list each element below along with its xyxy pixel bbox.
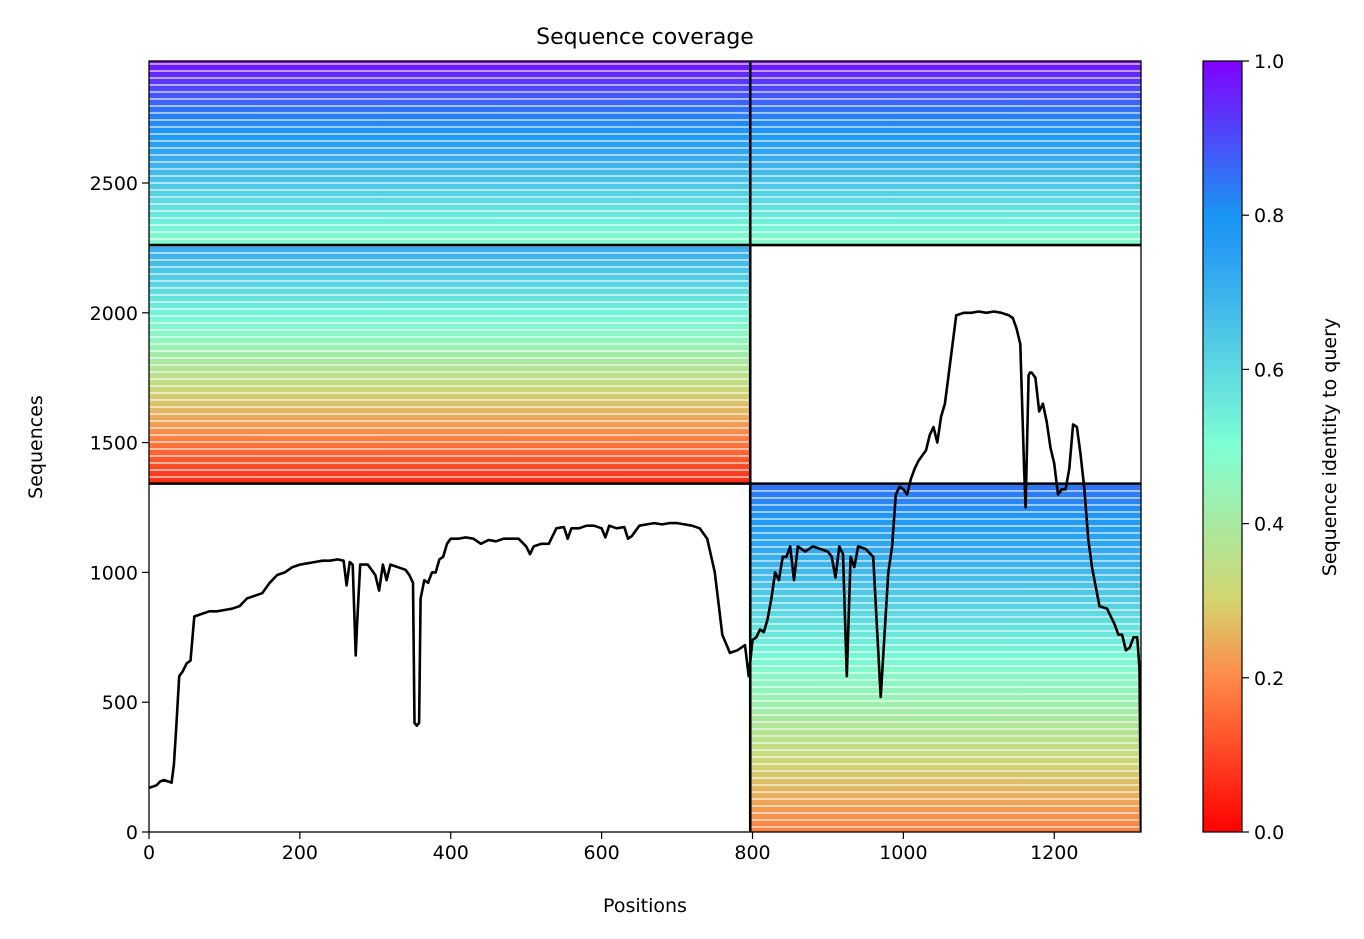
y-tick-label: 500 — [102, 692, 138, 714]
x-tick-label: 0 — [143, 842, 155, 864]
x-tick-label: 600 — [583, 842, 619, 864]
colorbar-tick-label: 0.2 — [1254, 668, 1284, 690]
colorbar-tick-label: 0.6 — [1254, 359, 1284, 381]
x-axis-label: Positions — [603, 895, 687, 917]
colorbar — [1202, 60, 1243, 833]
coverage-block-texture — [149, 245, 751, 484]
chart-title: Sequence coverage — [536, 25, 754, 50]
x-tick-label: 800 — [734, 842, 770, 864]
y-tick-label: 2000 — [90, 303, 138, 325]
y-tick-label: 1500 — [90, 433, 138, 455]
colorbar-tick-label: 0.8 — [1254, 205, 1284, 227]
y-tick-label: 2500 — [90, 173, 138, 195]
chain-boundaries — [149, 61, 1141, 832]
colorbar-tick-label: 0.4 — [1254, 514, 1284, 536]
colorbar-ticks: 0.0 0.2 0.4 0.6 0.8 1.0 — [1242, 51, 1284, 844]
coverage-block-texture — [149, 61, 751, 246]
x-tick-label: 1000 — [879, 842, 927, 864]
y-tick-label: 0 — [126, 822, 138, 844]
x-tick-label: 400 — [433, 842, 469, 864]
colorbar-label: Sequence identity to query — [1319, 318, 1341, 576]
y-tick-label: 1000 — [90, 562, 138, 584]
coverage-line — [149, 310, 1141, 832]
plot-frame — [148, 60, 1142, 833]
coverage-block-texture — [750, 61, 1141, 246]
colorbar-tick-label: 1.0 — [1254, 51, 1284, 73]
x-tick-label: 1200 — [1030, 842, 1078, 864]
coverage-heatmap — [149, 61, 1141, 832]
coverage-block-texture — [750, 483, 1141, 832]
colorbar-tick-label: 0.0 — [1254, 822, 1284, 844]
x-tick-label: 200 — [282, 842, 318, 864]
y-axis-ticks: 0 500 1000 1500 2000 2500 — [90, 173, 149, 844]
y-axis-label: Sequences — [25, 395, 47, 499]
x-axis-ticks: 0 200 400 600 800 1000 1200 — [143, 832, 1078, 864]
